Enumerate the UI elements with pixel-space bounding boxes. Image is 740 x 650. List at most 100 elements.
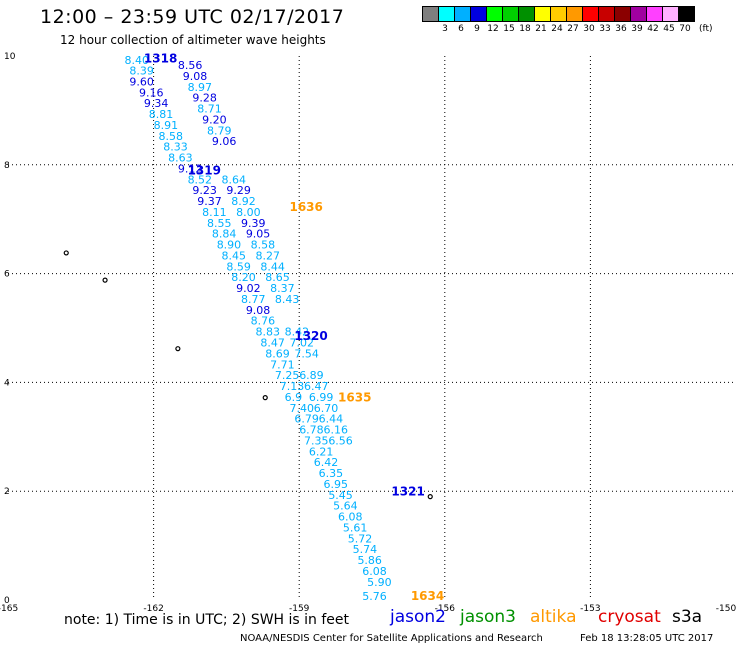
wave-height-value: 5.45 <box>328 489 353 502</box>
island-marker <box>63 250 69 256</box>
y-tick-label: 4 <box>4 378 10 388</box>
wave-height-value: 9.37 <box>197 195 222 208</box>
y-tick-label: 0 <box>4 596 10 606</box>
wave-height-value: 8.79 <box>207 124 232 137</box>
wave-height-value: 6.35 <box>319 467 344 480</box>
wave-height-value: 9.29 <box>226 184 251 197</box>
color-scale-label: 12 <box>487 24 499 34</box>
wave-height-value: 6.08 <box>338 511 363 524</box>
legend-s3a: s3a <box>672 607 703 627</box>
wave-height-value: 6.9 <box>285 391 303 404</box>
legend-cryosat: cryosat <box>598 607 661 627</box>
wave-height-value: 5.86 <box>357 554 382 567</box>
wave-height-value: 8.44 <box>260 260 285 273</box>
color-scale-label: 6 <box>458 24 464 34</box>
wave-height-value: 8.91 <box>154 119 179 132</box>
wave-height-value: 5.90 <box>367 576 392 589</box>
wave-height-value: 8.81 <box>149 108 174 121</box>
color-scale-unit: (ft) <box>699 24 713 34</box>
island-marker <box>175 346 181 352</box>
wave-height-value: 9.39 <box>241 217 266 230</box>
wave-height-value: 6.95 <box>323 478 348 491</box>
wave-height-value: 9.08 <box>183 70 208 83</box>
wave-height-value: 8.58 <box>158 130 183 143</box>
color-scale-label: 15 <box>503 24 515 34</box>
wave-height-value: 8.56 <box>178 59 203 72</box>
wave-height-value: 8.83 <box>256 326 281 339</box>
wave-height-value: 6.16 <box>323 424 348 437</box>
color-swatch-16 <box>678 6 695 22</box>
color-scale-swatches <box>422 6 740 22</box>
wave-height-value: 7.35 <box>304 434 329 447</box>
wave-height-value: 8.20 <box>231 271 256 284</box>
legend-jason2: jason2 <box>390 607 446 627</box>
wave-height-value: 6.44 <box>319 413 344 426</box>
wave-height-value: 7.13 <box>280 380 305 393</box>
wave-height-value: 7.71 <box>270 358 295 371</box>
wave-height-value: 9.23 <box>192 184 217 197</box>
pass-number-label: 1319 <box>188 164 221 178</box>
pass-number-label: 1321 <box>391 485 424 499</box>
generated-timestamp: Feb 18 13:28:05 UTC 2017 <box>580 633 714 644</box>
pass-number-label: 1634 <box>411 589 444 603</box>
pass-number-label: 1320 <box>294 329 327 343</box>
wave-height-value: 9.20 <box>202 113 227 126</box>
wave-height-value: 8.65 <box>265 271 290 284</box>
color-scale-label: 42 <box>647 24 659 34</box>
y-tick-label: 6 <box>4 270 10 280</box>
wave-height-value: 8.39 <box>129 64 154 77</box>
map-title: 12:00 – 23:59 UTC 02/17/2017 <box>40 6 345 28</box>
wave-height-value: 7.54 <box>294 347 319 360</box>
wave-height-value: 8.42 <box>285 326 310 339</box>
wave-height-value: 8.43 <box>275 293 300 306</box>
wave-height-value: 7.40 <box>289 402 314 415</box>
x-tick-label: -162 <box>143 604 163 614</box>
color-scale-label: 3 <box>442 24 448 34</box>
wave-height-value: 8.27 <box>256 249 281 262</box>
color-scale-label: 24 <box>551 24 563 34</box>
wave-height-value: 8.63 <box>168 152 193 165</box>
wave-height-value: 8.69 <box>265 347 290 360</box>
wave-height-value: 7.02 <box>289 336 314 349</box>
x-tick-label: -150 <box>716 604 737 614</box>
wave-height-value: 8.97 <box>188 81 213 94</box>
wave-height-value: 9.06 <box>212 135 237 148</box>
wave-height-value: 6.47 <box>304 380 329 393</box>
wave-height-value: 8.71 <box>197 103 222 116</box>
x-tick-label: -159 <box>289 604 310 614</box>
color-scale-label: 45 <box>663 24 675 34</box>
island-marker <box>262 395 268 401</box>
wave-height-value: 9.02 <box>236 282 261 295</box>
y-tick-label: 2 <box>4 487 10 497</box>
wave-height-value: 9.05 <box>246 228 271 241</box>
x-tick-label: -156 <box>435 604 456 614</box>
wave-height-value: 5.74 <box>353 543 378 556</box>
wave-height-value: 6.56 <box>328 434 353 447</box>
island-marker <box>427 494 433 500</box>
wave-height-value: 8.45 <box>222 249 247 262</box>
color-scale-label: 18 <box>519 24 531 34</box>
wave-height-value: 7.25 <box>275 369 300 382</box>
wave-height-value: 8.40 <box>124 54 149 67</box>
y-tick-label: 8 <box>4 161 10 171</box>
wave-height-value: 8.52 <box>188 173 213 186</box>
color-scale-label: 39 <box>631 24 643 34</box>
wave-height-value: 8.58 <box>251 239 276 252</box>
wave-height-value: 6.21 <box>309 445 334 458</box>
wave-height-value: 9.16 <box>139 86 164 99</box>
wave-height-value: 8.64 <box>222 173 247 186</box>
wave-height-value: 6.08 <box>362 565 387 578</box>
x-tick-label: -153 <box>580 604 600 614</box>
wave-height-value: 8.92 <box>231 195 256 208</box>
wave-height-value: 9.34 <box>144 97 169 110</box>
wave-height-value: 5.64 <box>333 500 358 513</box>
wave-height-value: 8.55 <box>207 217 232 230</box>
wave-height-value: 9.08 <box>246 304 271 317</box>
wave-height-value: 5.61 <box>343 521 368 534</box>
island-marker <box>102 277 108 283</box>
legend-altika: altika <box>530 607 577 627</box>
x-tick-label: -165 <box>0 604 18 614</box>
wave-height-value: 8.90 <box>217 239 242 252</box>
credit-line: NOAA/NESDIS Center for Satellite Applica… <box>240 633 543 644</box>
